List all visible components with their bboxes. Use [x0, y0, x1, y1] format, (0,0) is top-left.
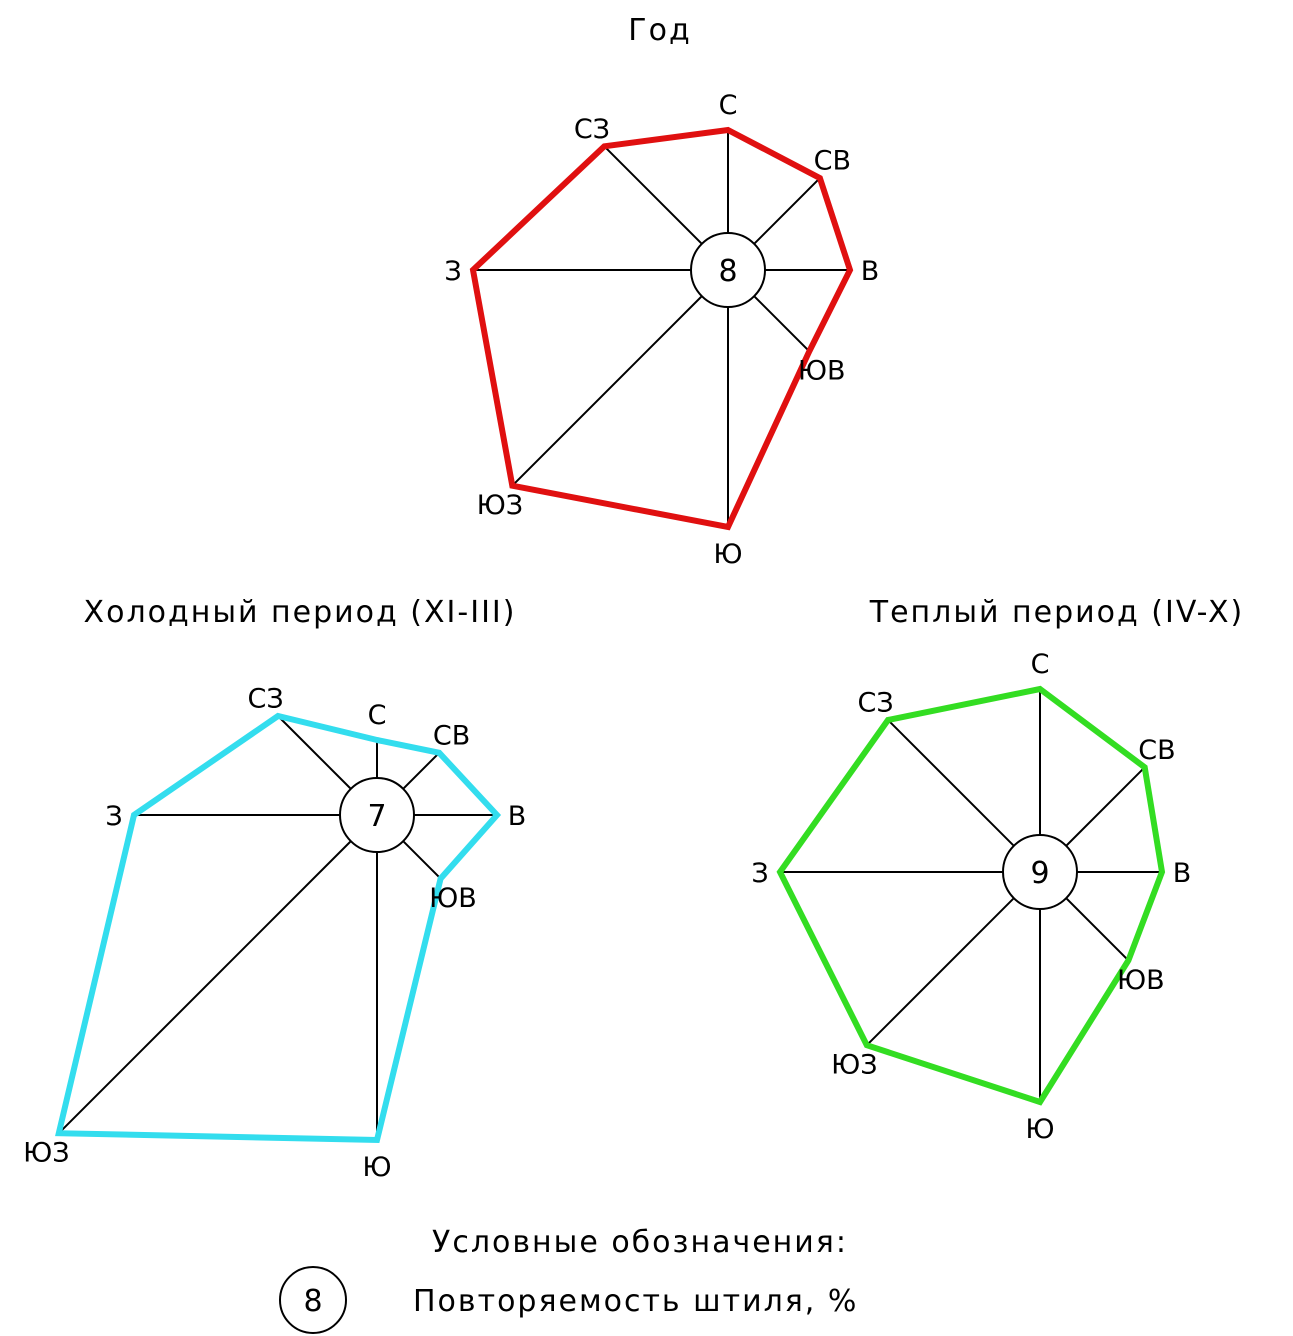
direction-label-5: ЮЗ [23, 1138, 69, 1169]
wind-rose-warm-period: 9 С СВ В ЮВ Ю ЮЗ З СЗ [751, 649, 1191, 1145]
direction-label-7: СЗ [574, 114, 610, 145]
direction-label-4: Ю [713, 539, 742, 570]
wind-rose-cold-period: 7 С СВ В ЮВ Ю ЮЗ З СЗ [23, 684, 526, 1183]
direction-label-4: Ю [1025, 1114, 1054, 1145]
chart-title-year: Год [628, 13, 691, 48]
legend-label: Повторяемость штиля, % [413, 1284, 858, 1319]
legend: Условные обозначения: 8 Повторяемость шт… [279, 1225, 858, 1334]
calm-value: 8 [718, 254, 737, 289]
direction-label-3: ЮВ [429, 883, 477, 914]
calm-circle [1002, 834, 1078, 910]
calm-circle [690, 232, 766, 308]
chart-title-cold: Холодный период (XI-III) [84, 595, 517, 630]
direction-label-2: В [861, 256, 880, 287]
direction-label-1: СВ [1138, 735, 1175, 766]
calm-value: 7 [367, 799, 386, 834]
direction-label-6: З [751, 858, 768, 889]
direction-label-0: С [368, 700, 387, 731]
direction-label-6: З [105, 801, 122, 832]
direction-label-7: СЗ [858, 688, 894, 719]
direction-label-7: СЗ [248, 684, 284, 715]
wind-rose-year: 8 С СВ В ЮВ Ю ЮЗ З СЗ [444, 90, 879, 570]
direction-label-6: З [444, 256, 461, 287]
direction-label-2: В [1173, 858, 1192, 889]
wind-rose-polygon [776, 685, 1166, 1106]
direction-label-0: С [1031, 649, 1050, 680]
direction-label-2: В [508, 801, 527, 832]
spoke-5 [511, 269, 729, 487]
legend-title: Условные обозначения: [432, 1225, 848, 1260]
direction-label-0: С [719, 90, 738, 121]
calm-circle [339, 777, 415, 853]
direction-label-3: ЮВ [798, 356, 846, 387]
wind-rose-polygon [55, 712, 502, 1144]
direction-label-1: СВ [814, 146, 851, 177]
spoke-5 [866, 871, 1041, 1046]
calm-value: 9 [1030, 856, 1049, 891]
direction-label-1: СВ [433, 720, 470, 751]
spoke-5 [58, 814, 378, 1134]
direction-label-5: ЮЗ [477, 490, 523, 521]
direction-label-4: Ю [362, 1152, 391, 1183]
direction-label-3: ЮВ [1117, 965, 1165, 996]
legend-calm-value: 8 [303, 1284, 322, 1319]
direction-label-5: ЮЗ [831, 1050, 877, 1081]
wind-rose-polygon [469, 126, 854, 531]
chart-title-warm: Теплый период (IV-X) [869, 595, 1244, 630]
legend-calm-circle [279, 1266, 347, 1334]
